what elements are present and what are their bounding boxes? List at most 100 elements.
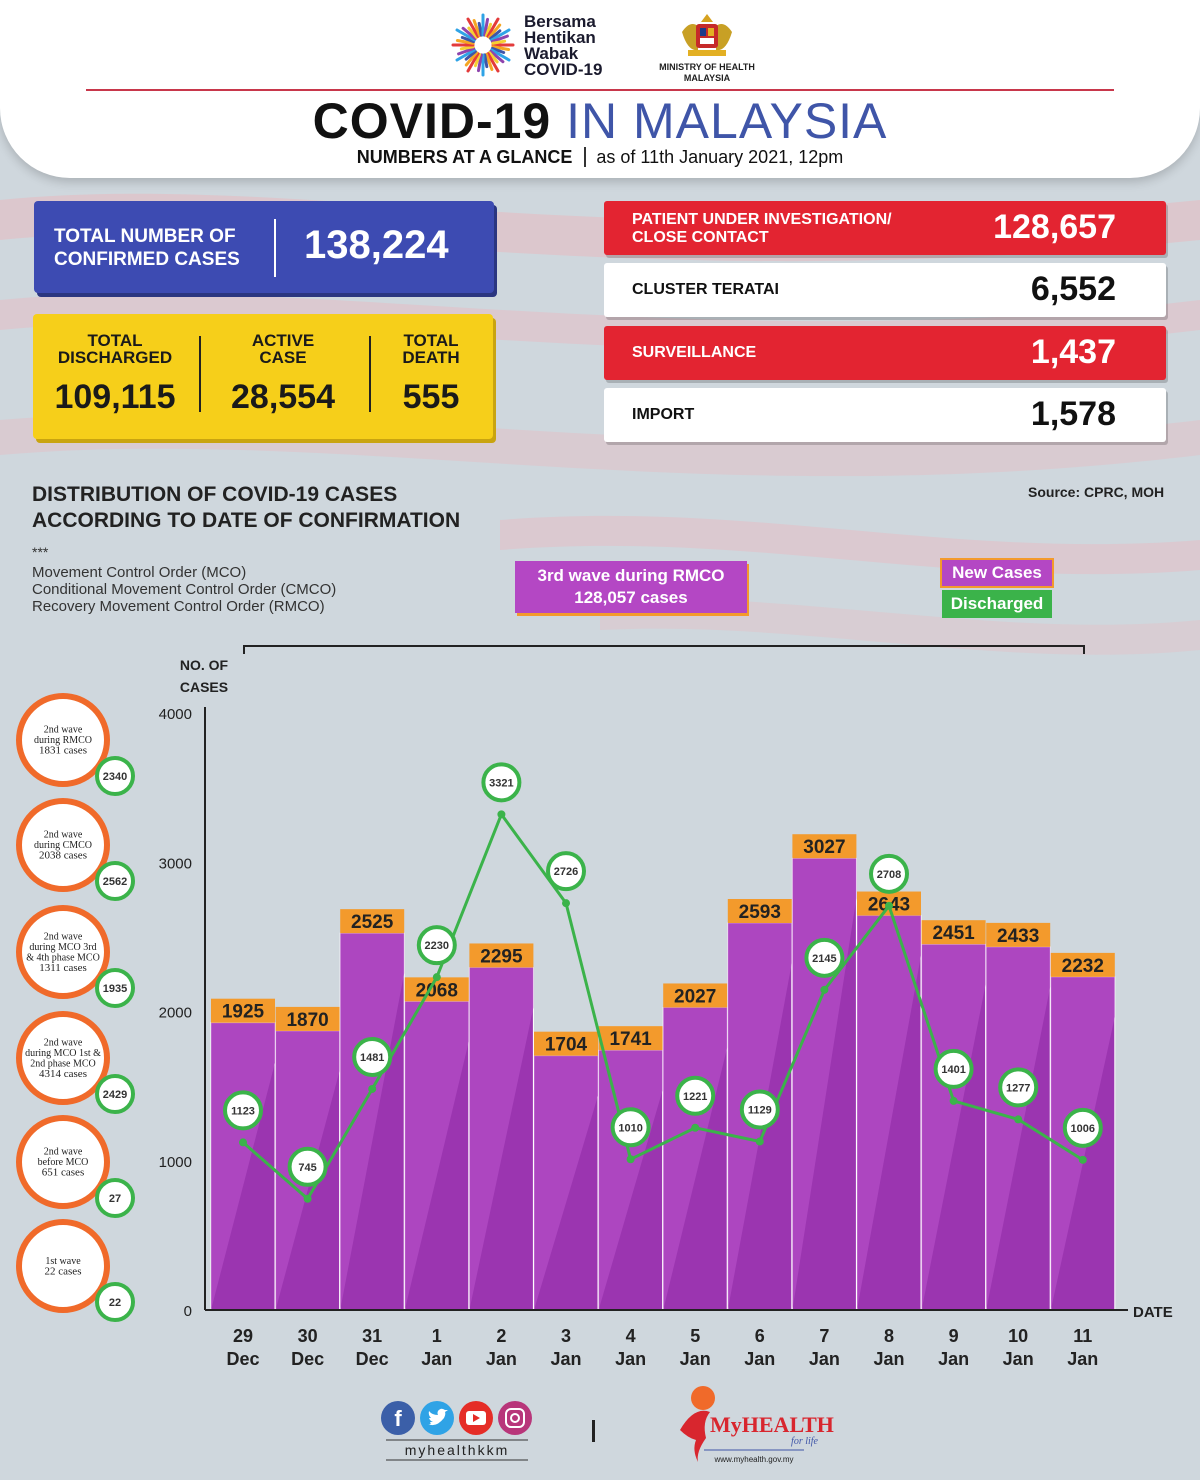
x-tick-label: 10 (1008, 1326, 1028, 1346)
x-tick-label: Jan (744, 1349, 775, 1369)
death-stat: TOTAL DEATH 555 (383, 332, 479, 417)
subtitle-separator (584, 147, 587, 167)
x-tick-label: Jan (486, 1349, 517, 1369)
card-divider (369, 336, 371, 412)
myhealth-logo-icon (680, 1386, 715, 1462)
discharged-value: 2726 (554, 866, 578, 878)
discharged-marker (998, 1067, 1039, 1108)
y-tick-label: 2000 (159, 1005, 192, 1022)
pui-value: 128,657 (993, 208, 1116, 246)
discharged-value: 1277 (1006, 1082, 1030, 1094)
new-cases-bar (662, 1006, 728, 1311)
x-tick-label: Jan (680, 1349, 711, 1369)
new-cases-label-bg (598, 1026, 663, 1051)
title-bold: COVID-19 (312, 93, 552, 149)
new-cases-value: 2525 (351, 912, 394, 933)
x-tick-label: 31 (362, 1326, 382, 1346)
discharged-marker (739, 1089, 780, 1130)
label-line: CLOSE CONTACT (632, 229, 769, 246)
wave-text: 2nd wave (44, 725, 83, 736)
wave-text: & 4th phase MCO (26, 952, 100, 963)
cluster-label: CLUSTER TERATAI (632, 281, 779, 298)
label-line: PATIENT UNDER INVESTIGATION/ (632, 211, 892, 228)
discharged-value: 2230 (425, 940, 449, 952)
x-tick-label: Jan (421, 1349, 452, 1369)
discharged-value: 3321 (489, 777, 513, 789)
discharged-point (562, 899, 570, 908)
outcome-card: TOTAL DISCHARGED 109,115 ACTIVE CASE 28,… (33, 314, 493, 439)
discharged-stat: TOTAL DISCHARGED 109,115 (45, 332, 185, 417)
discharged-point (949, 1096, 958, 1105)
wave-text: 651 cases (42, 1167, 84, 1179)
y-tick-label: 4000 (159, 706, 192, 723)
header-card: Bersama Hentikan Wabak COVID-19 MINISTRY… (0, 0, 1200, 178)
x-tick-label: Jan (1003, 1349, 1034, 1369)
malaysia-crest-icon (682, 14, 732, 56)
label-line: DEATH (402, 348, 460, 367)
new-cases-label-bg (792, 834, 857, 859)
card-divider (199, 336, 201, 412)
discharged-marker (287, 1146, 328, 1187)
discharged-value: 1221 (683, 1091, 707, 1103)
cluster-row: CLUSTER TERATAI 6,552 (604, 263, 1166, 317)
wave-text: 2nd phase MCO (30, 1058, 96, 1069)
new-cases-value: 1741 (609, 1029, 652, 1050)
discharged-point (239, 1138, 247, 1147)
discharged-point (820, 985, 829, 994)
total-confirmed-label: TOTAL NUMBER OF CONFIRMED CASES (54, 225, 240, 271)
x-tick-label: 2 (496, 1326, 506, 1346)
discharged-value: 1129 (748, 1104, 772, 1116)
x-tick-label: 29 (233, 1326, 253, 1346)
ministry-line: MALAYSIA (683, 73, 731, 83)
ministry-line: MINISTRY OF HEALTH (659, 62, 755, 72)
chart-title-line: DISTRIBUTION OF COVID-19 CASES (32, 483, 398, 506)
legend-new-cases: New Cases (940, 558, 1054, 588)
campaign-line: Wabak (524, 44, 579, 63)
discharged-marker (610, 1107, 651, 1148)
x-tick-label: Jan (938, 1349, 969, 1369)
discharged-value: 1010 (618, 1122, 642, 1134)
new-cases-bar (985, 946, 1051, 1311)
note-line: Recovery Movement Control Order (RMCO) (32, 598, 325, 615)
wave-text: 2nd wave (44, 1147, 83, 1158)
new-cases-bar (468, 966, 534, 1311)
wave-text: 2nd wave (44, 931, 83, 942)
legend-discharged: Discharged (942, 590, 1052, 618)
note-line: Movement Control Order (MCO) (32, 564, 247, 581)
x-axis-label: DATE (1133, 1304, 1173, 1321)
wave-text: 22 cases (45, 1265, 82, 1277)
surveillance-value: 1,437 (1030, 333, 1116, 371)
discharged-marker (675, 1075, 716, 1116)
new-cases-label-bg (340, 909, 405, 934)
discharged-point (303, 1194, 312, 1203)
abbreviation-notes: Movement Control Order (MCO) Conditional… (32, 564, 336, 615)
new-cases-label-bg (211, 998, 275, 1023)
x-tick-label: 6 (755, 1326, 765, 1346)
x-tick-label: Dec (226, 1349, 259, 1369)
wave-text: 4314 cases (39, 1068, 87, 1080)
campaign-line: COVID-19 (524, 60, 603, 79)
discharged-point (368, 1084, 377, 1093)
x-tick-label: 4 (626, 1326, 636, 1346)
discharged-point (497, 810, 506, 819)
wave-text: 2nd wave (44, 1037, 83, 1048)
card-divider (274, 219, 276, 277)
twitter-icon (420, 1401, 454, 1435)
myhealth-brand: MyHEALTH (710, 1412, 834, 1437)
third-wave-bracket (243, 645, 1085, 654)
wave-text: during MCO 1st & (25, 1048, 101, 1059)
discharged-marker (481, 762, 522, 803)
discharged-marker (223, 1090, 263, 1131)
wave-discharged-value: 2340 (103, 771, 127, 783)
x-tick-label: Jan (873, 1349, 904, 1369)
label-line: CONFIRMED CASES (54, 249, 240, 270)
x-tick-label: 8 (884, 1326, 894, 1346)
campaign-line: Bersama (524, 12, 596, 31)
x-tick-label: Jan (550, 1349, 581, 1369)
import-value: 1,578 (1030, 395, 1116, 433)
new-cases-bar (921, 943, 987, 1311)
